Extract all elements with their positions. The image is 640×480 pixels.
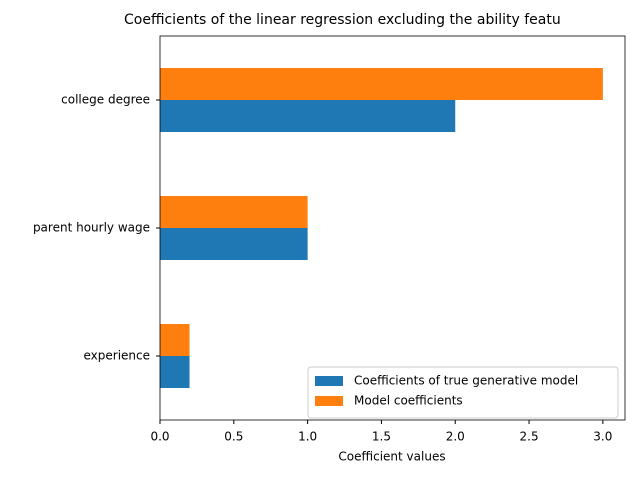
plot-frame — [159, 35, 626, 421]
y-tick-label: college degree — [61, 93, 150, 107]
y-tick-label: parent hourly wage — [33, 221, 150, 235]
bar — [160, 356, 190, 388]
x-tick-label: 1.0 — [298, 430, 317, 444]
x-tick-label: 2.0 — [446, 430, 465, 444]
chart-title: Coefficients of the linear regression ex… — [124, 12, 561, 28]
bar — [160, 100, 456, 132]
legend-swatch — [315, 376, 343, 386]
bar — [160, 324, 190, 356]
legend-frame — [307, 366, 619, 419]
bar — [160, 228, 308, 260]
legend-swatch — [315, 396, 343, 406]
x-tick-label: 2.5 — [520, 430, 539, 444]
x-axis-label: Coefficient values — [338, 450, 445, 464]
legend-label: Coefficients of true generative model — [354, 374, 578, 388]
y-tick-label: experience — [83, 349, 150, 363]
x-tick-label: 1.5 — [372, 430, 391, 444]
bar — [160, 196, 308, 228]
bar — [160, 68, 603, 100]
x-tick-label: 3.0 — [593, 430, 612, 444]
legend: Coefficients of true generative model Mod… — [307, 366, 619, 419]
legend-label: Model coefficients — [354, 394, 463, 408]
x-tick-label: 0.5 — [224, 430, 243, 444]
x-tick-label: 0.0 — [150, 430, 169, 444]
